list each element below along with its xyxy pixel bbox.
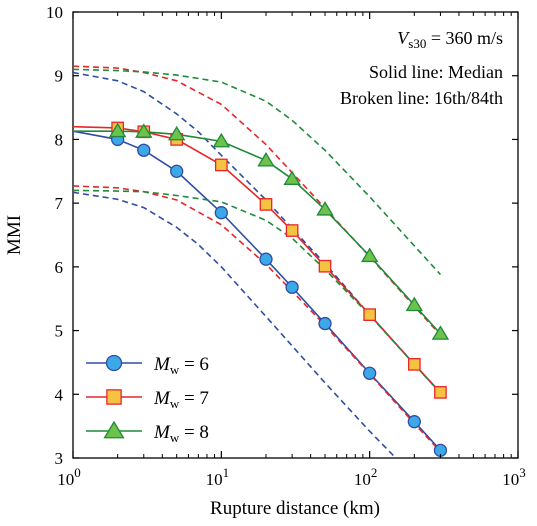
series-mw-7-point [214, 158, 228, 172]
series-mw-8-point [283, 170, 301, 185]
series-mw-8-point [135, 123, 153, 138]
series-mw-8-point [257, 151, 275, 167]
series-mw-6-84th-line [73, 71, 442, 394]
series-mw-7-point [434, 386, 447, 399]
series-mw-6-point [285, 280, 299, 294]
x-axis-title: Rupture distance (km) [210, 498, 380, 519]
x-tick-label: 102 [354, 465, 378, 489]
series-mw-8-point [431, 325, 450, 340]
series-mw-7-point [259, 198, 273, 211]
y-tick-label: 7 [55, 194, 64, 213]
series-mw-6-16th-line [73, 191, 397, 458]
annotations: Vs30 = 360 m/s Solid line: Median Broken… [340, 28, 503, 108]
legend-marker-mw-6 [105, 354, 123, 372]
plot-frame [72, 11, 519, 459]
y-tick-label: 5 [55, 322, 64, 341]
vs30-annotation: Vs30 = 360 m/s [397, 28, 503, 51]
series-mw-7-median-line [73, 125, 442, 393]
series-mw-8-point [316, 201, 334, 216]
legend-label-mw-6: Mw = 6 [153, 354, 209, 377]
series-mw-6-point [137, 143, 151, 157]
series-mw-8-point [360, 247, 379, 263]
y-tick-label: 4 [55, 385, 64, 404]
curves-layer [73, 65, 442, 458]
series-mw-8-16th-line [73, 189, 442, 394]
x-tick-label: 101 [206, 465, 230, 489]
y-tick-label: 6 [55, 258, 64, 277]
series-mw-8-point [405, 296, 424, 312]
series-mw-8-point [212, 132, 231, 148]
series-mw-8-84th-line [73, 68, 442, 276]
series-mw-6-point [170, 164, 184, 178]
series-mw-7-point [318, 259, 332, 273]
broken-line-annotation: Broken line: 16th/84th [340, 88, 503, 108]
y-tick-label: 10 [46, 3, 63, 22]
x-tick-label: 100 [57, 465, 81, 489]
x-tick-label: 103 [502, 465, 526, 489]
series-mw-6-point [214, 206, 228, 220]
legend-label-mw-8: Mw = 8 [153, 422, 209, 445]
y-tick-label: 9 [55, 67, 64, 86]
series-mw-6-point [363, 366, 377, 380]
series-mw-6-median-line [73, 130, 442, 451]
series-mw-6-point [318, 316, 332, 331]
legend-label-mw-7: Mw = 7 [153, 388, 209, 411]
legend-marker-mw-7 [106, 389, 122, 405]
series-mw-6-point [407, 415, 421, 429]
y-axis-title: MMI [4, 215, 25, 255]
y-tick-label: 3 [55, 449, 64, 468]
x-axis-ticks: 100 101 102 103 [57, 12, 526, 489]
series-mw-7-point [363, 308, 377, 321]
series-mw-7-16th-line [73, 185, 442, 453]
series-mw-7-point [285, 224, 299, 237]
series-mw-7-point [407, 357, 421, 371]
series-mw-8-median-line [73, 130, 442, 335]
series-mw-8-point [167, 125, 186, 141]
series-mw-8-point [108, 122, 127, 138]
y-axis-ticks: 3 4 5 6 7 8 9 10 [46, 3, 518, 468]
y-tick-label: 8 [55, 130, 64, 149]
series-mw-6-point [259, 252, 273, 266]
solid-line-annotation: Solid line: Median [369, 62, 503, 82]
legend: Mw = 6 Mw = 7 Mw = 8 [86, 354, 209, 445]
legend-marker-mw-8 [103, 420, 125, 439]
markers-layer [108, 121, 450, 458]
